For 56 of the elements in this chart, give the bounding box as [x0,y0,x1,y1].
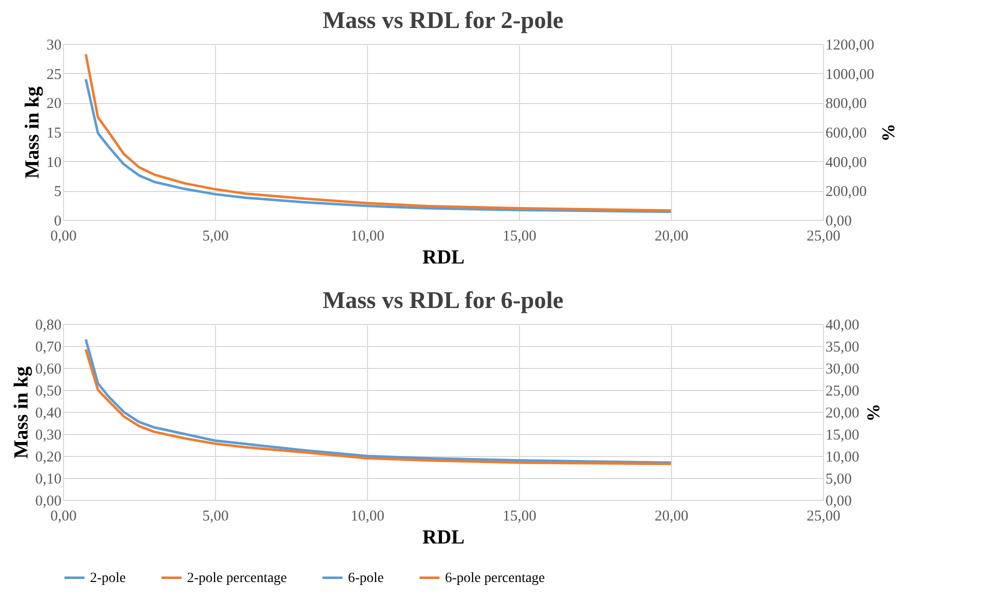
x-tick-label: 25,00 [806,508,840,524]
y-tick-label: 0,80 [35,318,62,334]
y2-tick-label: 10,00 [826,450,860,466]
x-tick-label: 25,00 [806,228,840,244]
x-tick-label: 20,00 [654,508,688,524]
y-tick-label: 0,10 [35,472,62,488]
y2-axis-title: % [863,404,884,422]
y-tick-label: 0 [54,214,62,230]
x-axis-title: RDL [422,246,465,268]
x-tick-label: 5,00 [202,508,229,524]
x-axis-title: RDL [422,526,465,548]
y2-tick-label: 5,00 [826,472,852,488]
x-tick-label: 20,00 [654,228,688,244]
y-tick-label: 0,50 [35,384,62,400]
chart-title: Mass vs RDL for 6-pole [322,288,564,314]
y2-tick-label: 15,00 [826,428,860,444]
y-tick-label: 0,30 [35,428,62,444]
y-tick-label: 20 [46,96,62,112]
y2-axis-title: % [878,124,898,142]
y-tick-label: 0,20 [35,450,62,466]
y2-tick-label: 20,00 [826,406,860,422]
legend-label: 6-pole percentage [445,570,545,586]
y2-tick-label: 25,00 [826,384,860,400]
y-tick-label: 0,70 [35,340,62,356]
y-tick-label: 0,60 [35,362,62,378]
y-tick-label: 10 [46,154,62,171]
chart-title: Mass vs RDL for 2-pole [322,8,564,34]
legend-label: 6-pole [348,570,384,586]
y-tick-label: 5 [54,184,62,200]
y2-tick-label: 1000,00 [826,66,874,83]
line-series [84,78,672,214]
y2-tick-label: 600,00 [826,126,867,142]
legend-label: 2-pole [90,570,126,586]
y2-tick-label: 0,00 [826,494,852,510]
y2-tick-label: 30,00 [826,362,860,378]
y2-tick-label: 1200,00 [826,38,874,54]
legend-label: 2-pole percentage [187,570,287,586]
x-tick-label: 15,00 [502,508,536,524]
y2-tick-label: 800,00 [826,96,867,112]
line-series [84,53,672,212]
x-tick-label: 10,00 [350,508,384,524]
y2-tick-label: 40,00 [826,318,860,334]
y-axis-title: Mass in kg [22,86,44,179]
x-tick-label: 5,00 [202,228,229,244]
y-tick-label: 30 [46,38,62,54]
x-tick-label: 15,00 [502,228,536,244]
y2-tick-label: 400,00 [826,154,867,171]
y-tick-label: 0,40 [35,406,62,422]
y-tick-label: 15 [46,126,62,142]
x-tick-label: 10,00 [350,228,384,244]
y-tick-label: 0,00 [35,494,62,510]
y-axis-title: Mass in kg [10,366,32,459]
y2-tick-label: 0,00 [826,214,852,230]
y2-tick-label: 200,00 [826,184,867,200]
y2-tick-label: 35,00 [826,340,860,356]
y-tick-label: 25 [46,66,62,83]
